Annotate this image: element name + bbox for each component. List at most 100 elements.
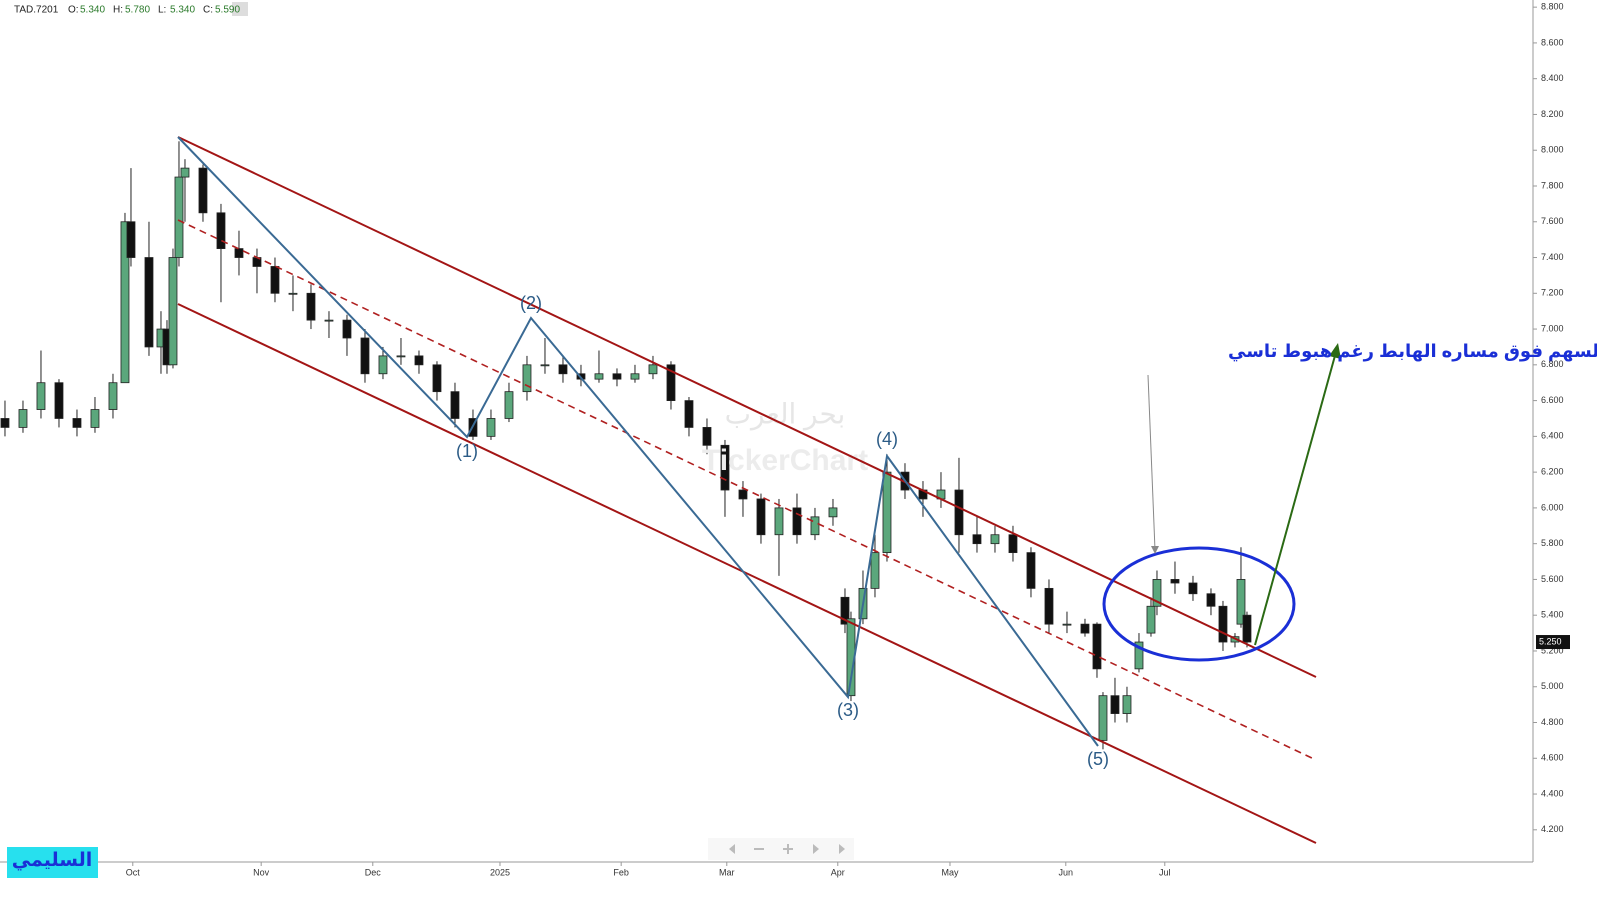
candle-body xyxy=(126,221,136,258)
candle-body xyxy=(1098,695,1108,741)
candle-body xyxy=(360,337,370,375)
candle-body xyxy=(180,167,190,178)
candle-body xyxy=(1242,614,1252,643)
candle-body xyxy=(870,552,880,589)
y-tick-label: 7.200 xyxy=(1541,288,1564,298)
y-tick-label: 5.000 xyxy=(1541,681,1564,691)
ohlc-value: 5.590 xyxy=(215,5,240,16)
annotation: اطول فتره يقضيها السهم فوق مساره الهابط … xyxy=(1228,341,1597,362)
candle-body xyxy=(144,257,154,348)
candle-body xyxy=(450,391,460,419)
wave-label: (5) xyxy=(1087,749,1109,769)
candle-body xyxy=(198,167,208,214)
candle-body xyxy=(1110,695,1120,714)
nav-right[interactable] xyxy=(813,844,819,854)
x-tick-label: Dec xyxy=(365,867,382,877)
candle-body xyxy=(486,418,496,437)
candle-body xyxy=(1062,623,1072,626)
candle-body xyxy=(216,212,226,249)
ohlc-label: L: xyxy=(158,5,166,16)
candle-body xyxy=(840,596,850,625)
candle-body xyxy=(522,364,532,393)
nav-zoom-in[interactable] xyxy=(787,844,789,854)
candle-body xyxy=(306,292,316,321)
candle-body xyxy=(702,427,712,446)
candle-body xyxy=(666,364,676,401)
candle-body xyxy=(270,266,280,294)
candle-body xyxy=(1206,593,1216,607)
x-tick-label: Feb xyxy=(613,867,629,877)
highlight-ellipse xyxy=(1102,546,1296,662)
candle-body xyxy=(684,400,694,428)
channel-upper xyxy=(177,136,1317,678)
y-tick-label: 8.800 xyxy=(1541,2,1564,12)
candle-body xyxy=(882,471,892,554)
channel-mid xyxy=(177,219,1317,761)
candle-body xyxy=(1152,579,1162,607)
author: السليمي xyxy=(12,850,92,871)
y-tick-label: 8.000 xyxy=(1541,145,1564,155)
candle-body xyxy=(540,364,550,367)
nav-zoom-out[interactable] xyxy=(754,848,764,850)
candle-body xyxy=(0,418,10,428)
wave-label: (2) xyxy=(520,293,542,313)
candle-body xyxy=(90,409,100,428)
candle-body xyxy=(1044,587,1054,625)
ohlc-value: 5.340 xyxy=(80,5,105,16)
candle-body xyxy=(630,373,640,380)
candle-body xyxy=(1236,579,1246,625)
wave-lines xyxy=(177,136,1099,747)
y-tick-label: 7.600 xyxy=(1541,216,1564,226)
watermark: TickerChart xyxy=(702,444,868,477)
target-arrow-head xyxy=(1329,343,1341,359)
nav-bar xyxy=(708,838,854,860)
last-price-box xyxy=(1536,635,1570,650)
candle-body xyxy=(1092,623,1102,670)
author-badge xyxy=(7,847,98,878)
y-tick-label: 8.400 xyxy=(1541,73,1564,83)
y-tick-label: 6.800 xyxy=(1541,359,1564,369)
candle-body xyxy=(972,534,982,545)
candle-body xyxy=(324,319,334,322)
candle-body xyxy=(108,382,118,410)
ohlc-label: C: xyxy=(203,5,213,16)
candle-body xyxy=(738,489,748,500)
ohlc-label: H: xyxy=(113,5,123,16)
candle-body xyxy=(168,257,178,366)
y-tick-label: 4.200 xyxy=(1541,824,1564,834)
candle-body xyxy=(36,382,46,410)
y-tick-label: 6.600 xyxy=(1541,395,1564,405)
menu-button[interactable] xyxy=(232,2,248,16)
candle-body xyxy=(828,507,838,518)
candle-body xyxy=(648,364,658,375)
candle-body xyxy=(810,516,820,536)
channel-lower xyxy=(177,303,1317,844)
navigation xyxy=(708,838,854,860)
candle-body xyxy=(774,507,784,536)
pointer-arrow-head xyxy=(1151,546,1159,554)
wave-label: (4) xyxy=(876,429,898,449)
candle-body xyxy=(1146,605,1156,634)
target-arrow xyxy=(1254,351,1337,646)
nav-end[interactable] xyxy=(839,844,845,854)
y-tick-label: 6.200 xyxy=(1541,467,1564,477)
y-tick-label: 4.600 xyxy=(1541,753,1564,763)
candle-body xyxy=(1218,605,1228,643)
y-tick-label: 5.800 xyxy=(1541,538,1564,548)
candle-body xyxy=(594,373,604,380)
wave-label: (1) xyxy=(456,441,478,461)
x-tick-label: Oct xyxy=(126,867,141,877)
y-tick-label: 6.000 xyxy=(1541,502,1564,512)
y-tick-label: 4.400 xyxy=(1541,788,1564,798)
y-tick-label: 7.000 xyxy=(1541,323,1564,333)
candle-body xyxy=(1188,582,1198,595)
candle-body xyxy=(288,292,298,295)
candle-body xyxy=(72,418,82,428)
candle-body xyxy=(612,373,622,380)
x-tick-label: Apr xyxy=(831,867,845,877)
y-tick-label: 8.600 xyxy=(1541,37,1564,47)
nav-left[interactable] xyxy=(729,844,735,854)
candle-body xyxy=(1170,579,1180,584)
